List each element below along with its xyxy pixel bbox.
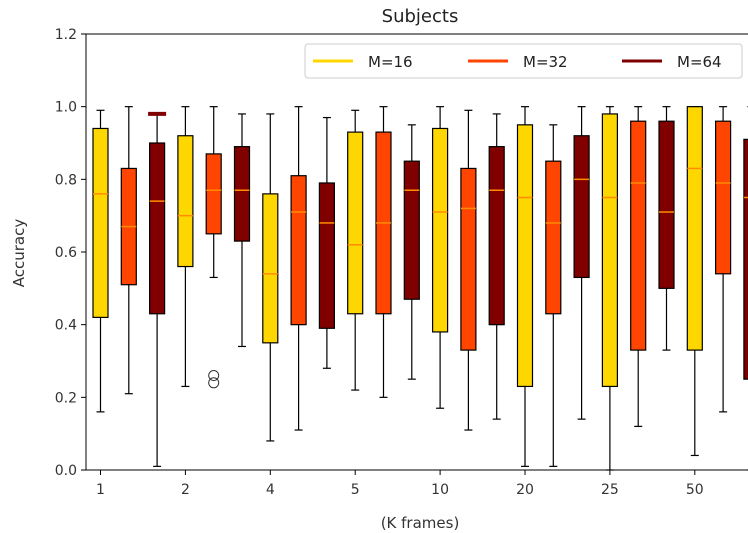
box-iqr [516, 124, 534, 388]
x-tick-label: 5 [351, 482, 360, 498]
box-M=64-10 [488, 113, 505, 420]
y-tick-label: 0.0 [55, 463, 77, 479]
box-iqr [460, 167, 477, 351]
box-M=64-1 [148, 111, 167, 467]
legend-label: M=16 [368, 53, 413, 71]
axes-layer: 0.0 0.2 0.4 0.6 0.8 1.0 1.2 1 2 4 5 10 20 25 50 [55, 27, 748, 498]
box-M=32-25 [630, 106, 647, 427]
outlier-point [208, 377, 220, 389]
box-iqr [714, 120, 732, 275]
box-M=64-5 [403, 124, 420, 380]
box-M=32-10 [460, 109, 477, 431]
y-tick-label: 0.2 [55, 390, 77, 406]
box-M=32-50 [714, 106, 732, 413]
box-M=32-4 [290, 106, 307, 431]
legend: M=16 M=32 M=64 [304, 43, 743, 79]
box-M=32-2 [205, 106, 222, 389]
box-M=16-25 [601, 106, 619, 471]
box-M=32-1 [120, 106, 137, 395]
box-iqr [149, 142, 166, 315]
box-iqr [545, 160, 562, 315]
box-M=32-20 [545, 124, 562, 467]
chart-title: Subjects [382, 6, 459, 27]
box-iqr [432, 127, 449, 333]
boxes-layer [92, 106, 748, 471]
box-iqr [205, 153, 222, 235]
box-M=64-25 [658, 106, 675, 351]
box-M=64-4 [318, 116, 335, 369]
box-iqr [630, 120, 647, 351]
box-M=16-50 [686, 106, 703, 457]
box-iqr [290, 175, 307, 326]
legend-frame [304, 43, 743, 79]
x-tick-label: 4 [266, 482, 275, 498]
y-tick-label: 1.2 [55, 27, 77, 43]
x-tick-label: 25 [601, 482, 619, 498]
x-tick-label: 20 [516, 482, 534, 498]
box-M=16-10 [432, 106, 449, 409]
y-tick-label: 0.8 [55, 172, 77, 188]
y-tick-label: 1.0 [55, 100, 77, 116]
box-iqr [347, 131, 364, 315]
box-iqr [686, 106, 703, 351]
box-M=64-20 [573, 106, 590, 420]
box-M=16-20 [516, 106, 534, 467]
x-axis-label: (K frames) [381, 514, 460, 532]
box-iqr [743, 138, 748, 380]
box-iqr [601, 113, 619, 388]
box-iqr [233, 146, 251, 242]
outlier-point [208, 370, 220, 382]
box-M=16-4 [262, 113, 279, 442]
box-M=32-5 [375, 106, 392, 398]
y-tick-label: 0.4 [55, 318, 77, 334]
x-tick-label: 1 [96, 482, 105, 498]
y-tick-label: 0.6 [55, 245, 77, 261]
x-tick-label: 50 [686, 482, 704, 498]
legend-label: M=32 [523, 53, 568, 71]
y-axis-label: Accuracy [10, 219, 28, 288]
x-tick-label: 10 [431, 482, 449, 498]
box-iqr [318, 182, 335, 329]
box-M=16-1 [92, 109, 109, 413]
box-iqr [262, 193, 279, 344]
box-M=16-2 [177, 106, 194, 388]
box-iqr [92, 127, 109, 318]
legend-label: M=64 [677, 53, 722, 71]
box-iqr [177, 135, 194, 268]
box-iqr [573, 135, 590, 279]
box-M=64-2 [233, 113, 251, 348]
box-M=16-5 [347, 109, 364, 391]
x-tick-label: 2 [181, 482, 190, 498]
box-iqr [403, 160, 420, 300]
box-M=64-50 [743, 106, 748, 471]
box-iqr [658, 120, 675, 289]
box-iqr [488, 146, 505, 326]
